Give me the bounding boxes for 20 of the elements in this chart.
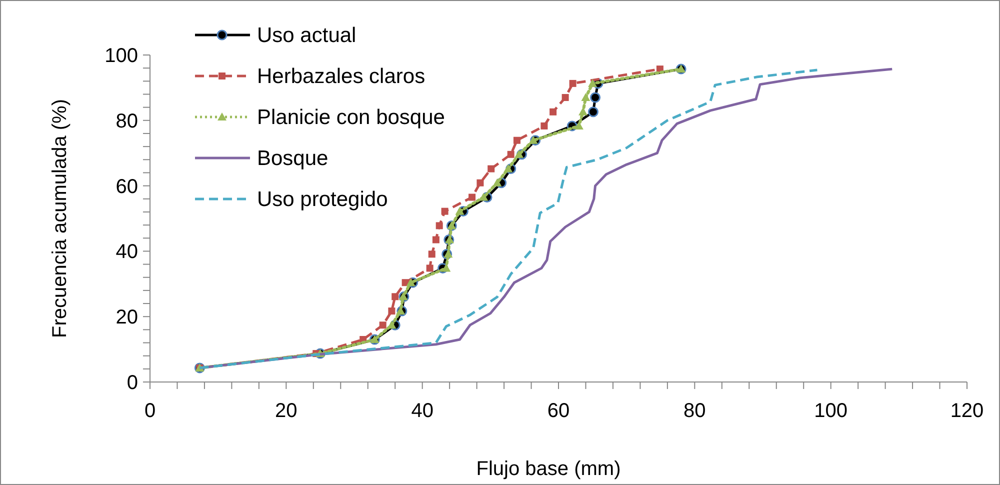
- x-tick-label: 40: [411, 400, 434, 422]
- x-tick-label: 120: [950, 400, 984, 422]
- x-tick-label: 0: [144, 400, 156, 422]
- y-tick-label: 60: [116, 176, 138, 198]
- y-tick-label: 20: [116, 306, 138, 329]
- y-tick-label: 0: [126, 372, 138, 394]
- legend-label: Uso actual: [257, 24, 356, 47]
- x-axis-title: Flujo base (mm): [476, 458, 621, 480]
- x-tick-label: 60: [547, 400, 570, 422]
- x-tick-label: 20: [275, 400, 298, 422]
- y-tick-label: 80: [116, 110, 138, 132]
- y-axis-title: Frecuencia acumulada (%): [49, 99, 71, 338]
- legend-label: Herbazales claros: [257, 65, 426, 88]
- y-tick-label: 40: [116, 241, 138, 264]
- legend-label: Uso protegido: [257, 188, 388, 211]
- legend-label: Planicie con bosque: [257, 106, 445, 129]
- y-tick-label: 100: [104, 45, 138, 67]
- x-tick-label: 80: [684, 400, 706, 422]
- legend-label: Bosque: [257, 147, 328, 170]
- x-tick-label: 100: [814, 400, 848, 422]
